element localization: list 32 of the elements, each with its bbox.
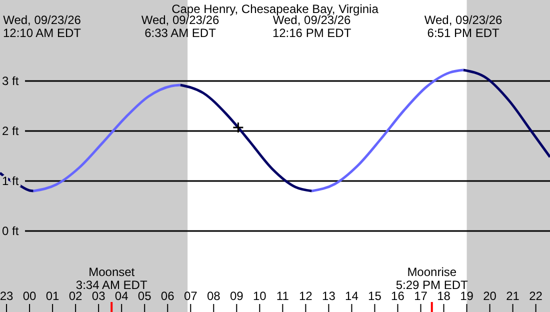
x-tick-label: 04 bbox=[114, 289, 129, 303]
x-tick-label: 05 bbox=[138, 289, 152, 303]
y-tick-label: 0 ft bbox=[2, 224, 20, 238]
x-tick-label: 16 bbox=[391, 289, 405, 303]
x-tick-label: 19 bbox=[460, 289, 474, 303]
x-tick-label: 02 bbox=[68, 289, 83, 303]
x-tick-label: 09 bbox=[230, 289, 244, 303]
x-tick-label: 08 bbox=[206, 289, 221, 303]
x-tick-label: 10 bbox=[252, 289, 267, 303]
x-tick-label: 03 bbox=[92, 289, 106, 303]
annotation: Moonrise 5:29 PM EDT bbox=[396, 265, 469, 292]
chart-title: Cape Henry, Chesapeake Bay, Virginia bbox=[172, 2, 379, 16]
annotation: Wed, 09/23/26 12:10 AM EDT bbox=[2, 13, 82, 40]
x-tick-label: 18 bbox=[437, 289, 451, 303]
annotation: Moonset 3:34 AM EDT bbox=[76, 265, 148, 292]
x-tick-label: 14 bbox=[345, 289, 359, 303]
x-tick-label: 23 bbox=[0, 289, 14, 303]
annotation: Wed, 09/23/26 6:51 PM EDT bbox=[424, 13, 503, 40]
x-tick-label: 00 bbox=[22, 289, 37, 303]
y-tick-label: 2 ft bbox=[2, 124, 20, 138]
y-tick-label: 3 ft bbox=[2, 74, 20, 88]
x-tick-label: 06 bbox=[160, 289, 175, 303]
x-tick-label: 13 bbox=[322, 289, 336, 303]
x-tick-label: 01 bbox=[46, 289, 60, 303]
x-tick-label: 21 bbox=[506, 289, 520, 303]
x-tick-label: 17 bbox=[414, 289, 428, 303]
x-tick-label: 07 bbox=[184, 289, 198, 303]
x-tick-label: 15 bbox=[368, 289, 382, 303]
x-tick-label: 20 bbox=[483, 289, 497, 303]
x-tick-label: 11 bbox=[276, 289, 290, 303]
x-tick-label: 12 bbox=[299, 289, 313, 303]
x-tick-label: 22 bbox=[529, 289, 543, 303]
